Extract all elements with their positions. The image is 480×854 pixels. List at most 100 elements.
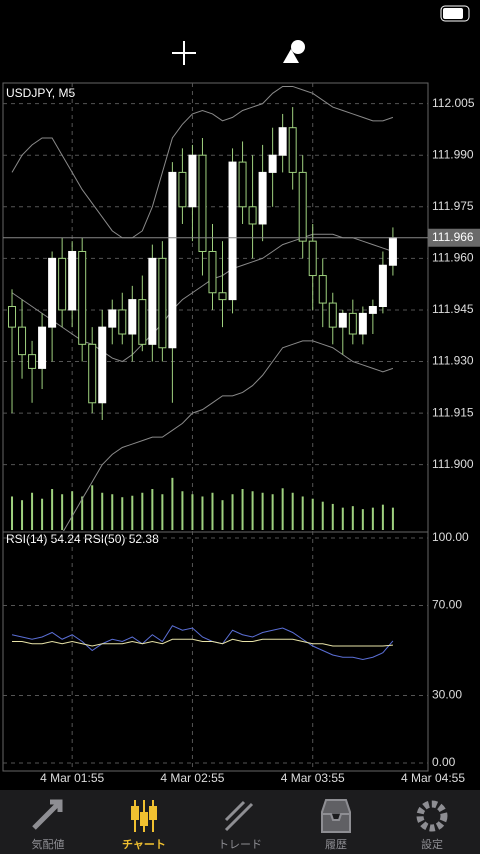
volume-bar [221,500,224,530]
volume-bar [321,501,324,530]
volume-bar [41,498,44,530]
volume-bar [231,494,234,530]
volume-bar [281,488,284,530]
volume-bar [361,509,364,530]
candle-body [298,171,307,242]
candle-body [318,275,327,304]
candle-body [58,257,67,311]
y-tick-label: 111.990 [432,147,474,161]
volume-bar [341,507,344,530]
candle-body [218,292,227,301]
rsi-tick-label: 30.00 [432,688,462,702]
tab-label[interactable]: トレード [218,839,262,851]
timeframe[interactable]: M5 [20,42,45,62]
symbol-label: USDJPY, M5 [6,86,75,100]
volume-bar [21,500,24,530]
volume-bar [351,506,354,530]
volume-bar [101,492,104,530]
rsi-tick-label: 0.00 [432,755,456,769]
candle-body [148,257,157,345]
volume-bar [191,494,194,530]
y-tick-label: 111.915 [432,405,474,419]
tab-bar [0,790,480,854]
objects-icon[interactable] [283,40,305,63]
volume-bar [141,492,144,530]
tab-icon[interactable] [224,800,254,832]
volume-bar [161,494,164,530]
candle-body [38,326,47,369]
y-tick-label: 111.945 [432,302,474,316]
volume-bar [61,494,64,530]
candle-body [248,206,257,225]
candle-body [368,306,377,314]
volume-bar [11,496,14,530]
battery-icon [440,5,470,22]
volume-bar [211,492,214,530]
volume-bar [91,485,94,530]
volume-bar [291,492,294,530]
tab-icon-shape [427,811,437,821]
volume-bar [371,507,374,530]
candle-body [138,299,147,345]
candle-body [358,312,367,335]
tab-icon-shape [224,800,254,832]
band-line [11,85,394,239]
tab-label[interactable]: 設定 [421,837,443,851]
battery-text: 82% [404,5,434,22]
trade-button[interactable]: トレード [382,42,458,63]
crosshair-icon[interactable] [172,41,196,65]
candle-body [288,127,297,173]
y-tick-label: 111.975 [432,199,474,213]
x-tick-label: 4 Mar 01:55 [40,771,104,785]
tab-icon-shape [140,812,148,826]
tab-icon[interactable] [321,799,351,833]
candle-body [338,312,347,328]
volume-bar [81,496,84,530]
candle-body [268,154,277,173]
clock: 11:55 [221,5,259,22]
tab-icon-shape [416,800,448,832]
candle-body [128,299,137,335]
volume-bar [271,494,274,530]
band-line [11,233,394,363]
tab-icon-shape [131,806,139,820]
volume-bar [331,503,334,530]
volume-bar [131,495,134,530]
x-tick-label: 4 Mar 03:55 [281,771,345,785]
volume-bar [51,489,54,530]
candle-body [108,309,117,328]
volume-bar [391,507,394,530]
candle-body [78,250,87,345]
volume-bar [31,492,34,530]
candle-body [348,312,357,335]
candle-body [308,240,317,277]
candle-body [198,154,207,252]
candle-body [88,343,97,404]
candle-body [168,171,177,349]
tab-icon[interactable] [416,800,448,832]
rsi-pane [11,625,394,661]
current-price-label: 111.966 [432,230,474,244]
tab-icon[interactable] [131,800,157,832]
tab-label[interactable]: 気配値 [32,837,65,851]
x-tick-label: 4 Mar 04:55 [401,771,465,785]
candle-body [258,171,267,225]
rsi-line [11,625,394,661]
candle-body [68,250,77,311]
y-tick-label: 111.960 [432,251,474,265]
candle-body [28,354,37,369]
price-pane [8,85,397,531]
candle-body [18,326,27,356]
x-tick-label: 4 Mar 02:55 [160,771,224,785]
tab-label[interactable]: チャート [122,838,166,851]
candle-body [178,171,187,208]
candle-body [158,257,167,349]
rsi-tick-label: 70.00 [432,598,462,612]
tab-label[interactable]: 履歴 [325,838,347,851]
candle-body [328,302,337,328]
volume-bar [71,491,74,530]
tab-icon[interactable] [32,799,63,830]
indicator-icon[interactable]: ƒ [232,40,244,66]
